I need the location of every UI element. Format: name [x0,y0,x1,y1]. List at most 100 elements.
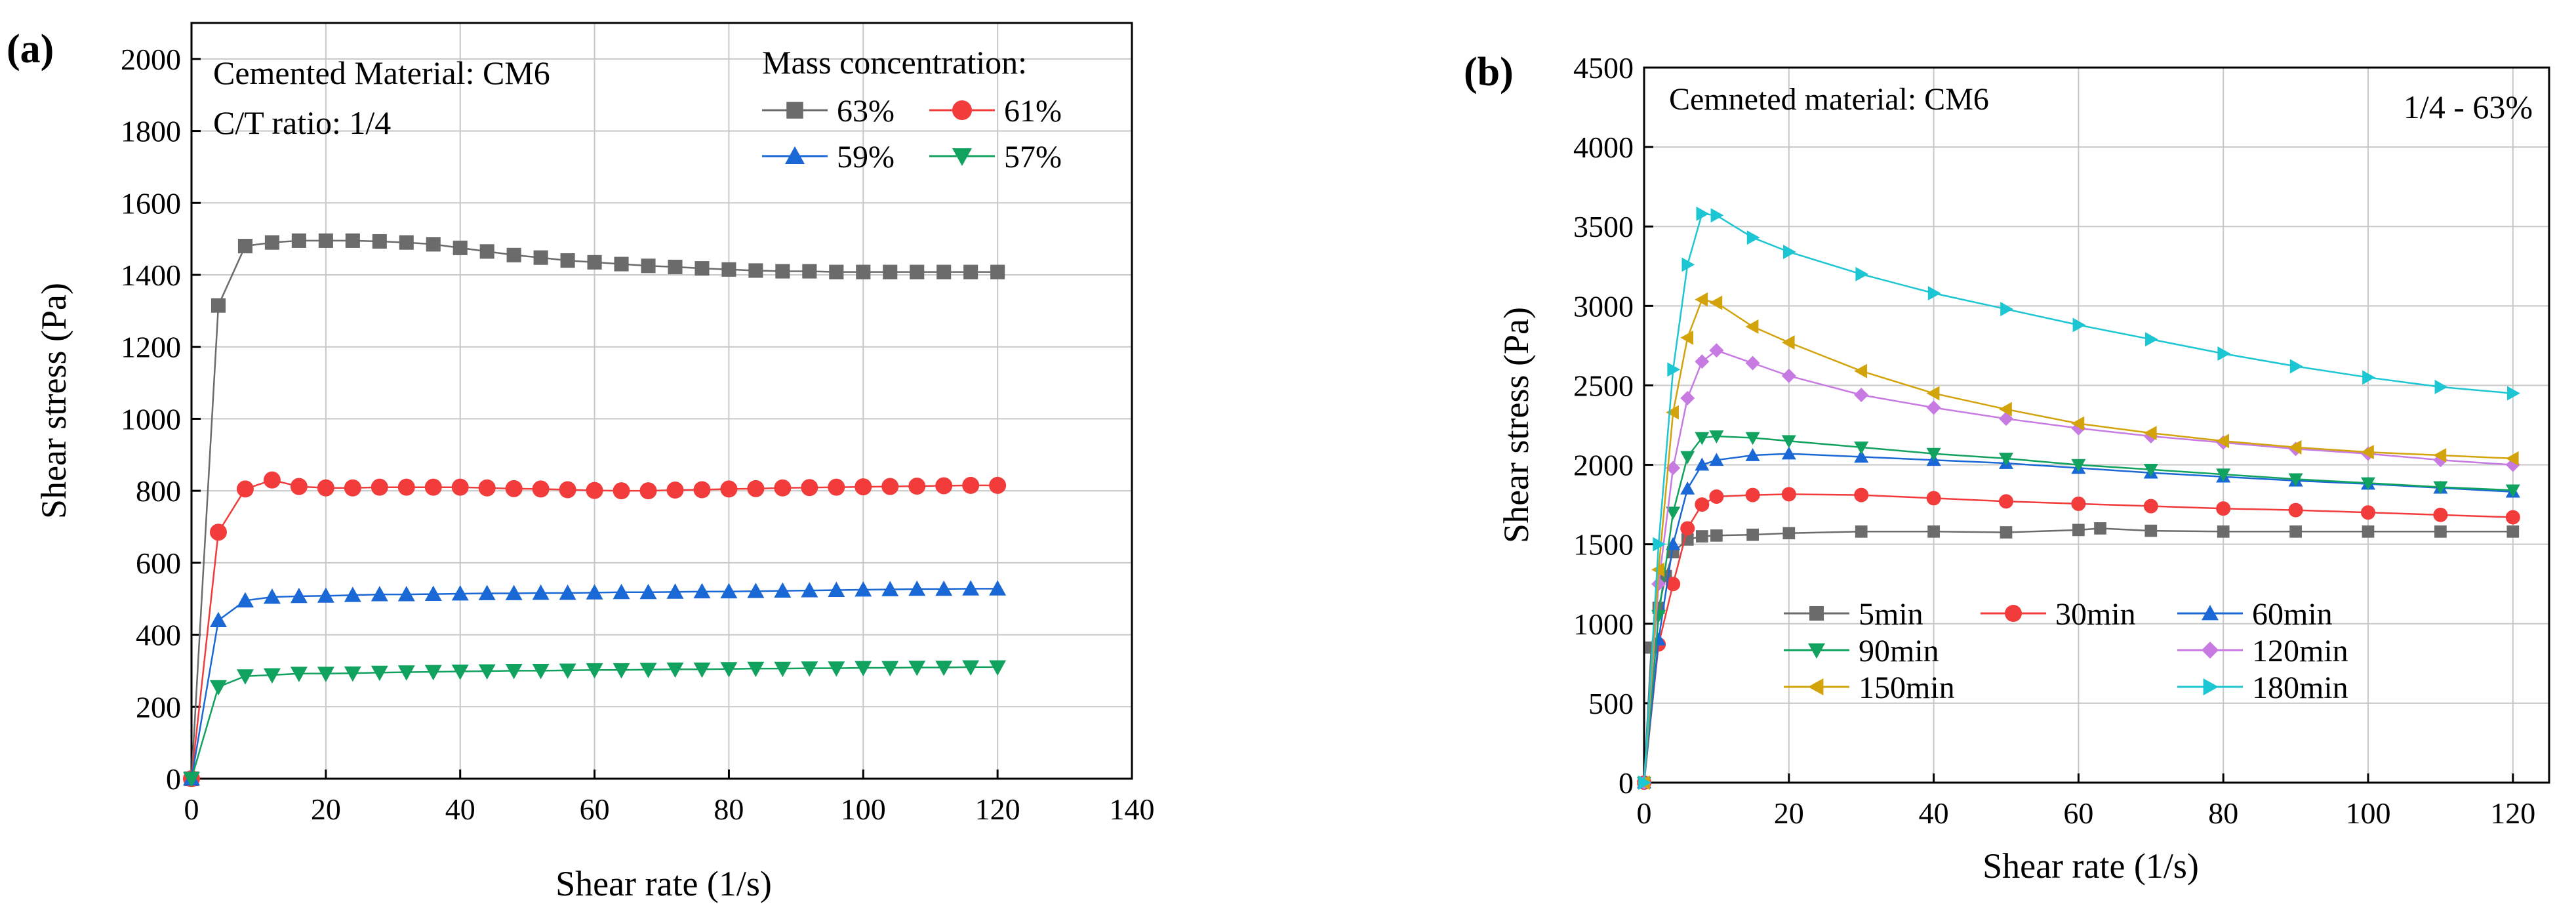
panel-b-legend-item: 150min [1784,670,1955,705]
panel-b-data-point [2071,416,2085,431]
panel-a-data-point [881,661,899,677]
panel-b-y-axis-title: Shear stress (Pa) [1497,307,1536,543]
panel-b-data-point [2434,379,2448,394]
panel-b-series-line [1643,453,2513,783]
panel-b-data-point [2505,484,2520,498]
panel-b-data-point [1695,497,1710,512]
panel-a-data-point [802,264,817,279]
panel-a-y-tick-label: 1800 [121,115,181,148]
panel-b-legend-label: 5min [1859,597,1923,632]
panel-a-y-tick-label: 200 [136,690,181,724]
panel-a-data-point [263,471,281,489]
panel-a-data-point [883,264,898,279]
panel-a-legend-label: 57% [1004,140,1062,175]
panel-b-series-150min [1637,292,2519,790]
panel-a-series [183,233,1007,787]
panel-a-data-point [935,661,953,676]
panel-b-data-point [2143,426,2157,441]
panel-a-ticks: 0 20 40 60 80 100 120 1400200400600800100012001… [121,43,1155,826]
panel-a-data-point [639,583,657,600]
panel-b-data-point [2143,499,2158,514]
panel-a-data-point [426,237,441,252]
panel-a-data-point [318,233,333,248]
panel-b-x-tick-label: 120 [2490,796,2535,830]
panel-a-data-point [236,669,254,685]
panel-a-label: (a) [7,27,54,72]
panel-b-data-point [2217,346,2231,361]
panel-b-x-tick-label: 0 [1637,796,1652,830]
panel-a-data-point [641,258,656,274]
panel-a-data-point [371,586,388,602]
panel-b-x-tick-label: 80 [2208,796,2238,830]
panel-b-data-point [2362,525,2375,538]
panel-b-series-line [1643,493,2513,783]
panel-a-data-point [211,298,226,313]
panel-b-data-point [1710,208,1724,223]
panel-b-data-point [2288,503,2303,518]
panel-a-data-point [801,661,818,677]
panel-a-data-point [990,264,1005,279]
panel-a-data-point [236,480,254,498]
panel-b-data-point [1746,230,1760,245]
panel-a-data-point [962,660,980,676]
panel-b-data-point [2288,440,2302,455]
panel-b-data-point [1781,335,1795,350]
panel-a-data-point [371,665,388,682]
panel-b-y-tick-label: 500 [1588,687,1634,720]
panel-a-data-point [586,584,603,600]
panel-b-data-point [2505,451,2519,466]
panel-b-data-point [1855,525,1868,538]
panel-a-data-point [720,583,738,599]
panel-b-data-point [2361,477,2375,491]
panel-b-data-point [1854,449,1869,463]
panel-a-y-tick-label: 2000 [121,43,181,76]
panel-a-y-tick-label: 800 [136,474,181,508]
panel-a-data-point [399,235,414,250]
panel-b-data-point [2506,525,2520,538]
panel-a-data-point [855,661,872,677]
panel-b-data-point [1926,491,1941,506]
panel-b-data-point [2361,505,2375,520]
panel-b-data-point [2144,524,2158,537]
panel-b-legend-marker [2005,605,2022,622]
panel-b-y-tick-label: 0 [1619,766,1634,800]
panel-a-data-point [828,478,845,496]
panel-a-data-point [775,264,790,279]
panel-a-data-point [478,585,496,600]
panel-a-data-point [666,583,684,599]
panel-b-data-point [2434,525,2447,538]
panel-b-legend: 5min 30min 60min 90min 120min 150min 180min [1784,597,2348,705]
panel-b-data-point [2145,332,2158,347]
panel-b-data-point [1746,528,1759,541]
panel-a-data-point [935,477,953,495]
panel-a-legend-label: 63% [837,94,895,129]
panel-b-x-tick-label: 60 [2063,796,2093,830]
panel-b-legend-label: 150min [1859,670,1955,705]
panel-a-legend-marker [952,148,972,166]
panel-b-note-material: Cemneted material: CM6 [1669,82,1989,117]
panel-a-data-point [586,663,603,679]
panel-b-data-point [2433,507,2448,522]
panel-a-data-point [397,665,415,681]
panel-b-y-tick-label: 1500 [1573,528,1634,562]
panel-b-data-point [2000,302,2013,317]
panel-b-data-point [1709,430,1724,443]
panel-b-data-point [2094,522,2106,535]
panel-b-series-line [1643,298,2513,783]
panel-b-data-point [2289,525,2302,538]
panel-a-data-point [908,580,926,596]
panel-b-data-point [2288,473,2303,487]
panel-a-data-point [209,524,227,541]
panel-b-y-tick-label: 4000 [1573,131,1634,164]
panel-a-data-point [962,580,980,596]
panel-b-data-point [2217,525,2230,538]
panel-b-data-point [1854,487,1869,503]
panel-a-data-point [613,583,630,600]
panel-a-data-point [639,482,657,500]
panel-b-data-point [1666,577,1681,592]
panel-b-data-point [2216,501,2231,516]
panel-a-data-point [693,481,711,499]
panel-a-x-tick-label: 40 [445,792,475,826]
panel-b-series-line [1643,213,2513,783]
panel-b-data-point [1745,487,1760,503]
